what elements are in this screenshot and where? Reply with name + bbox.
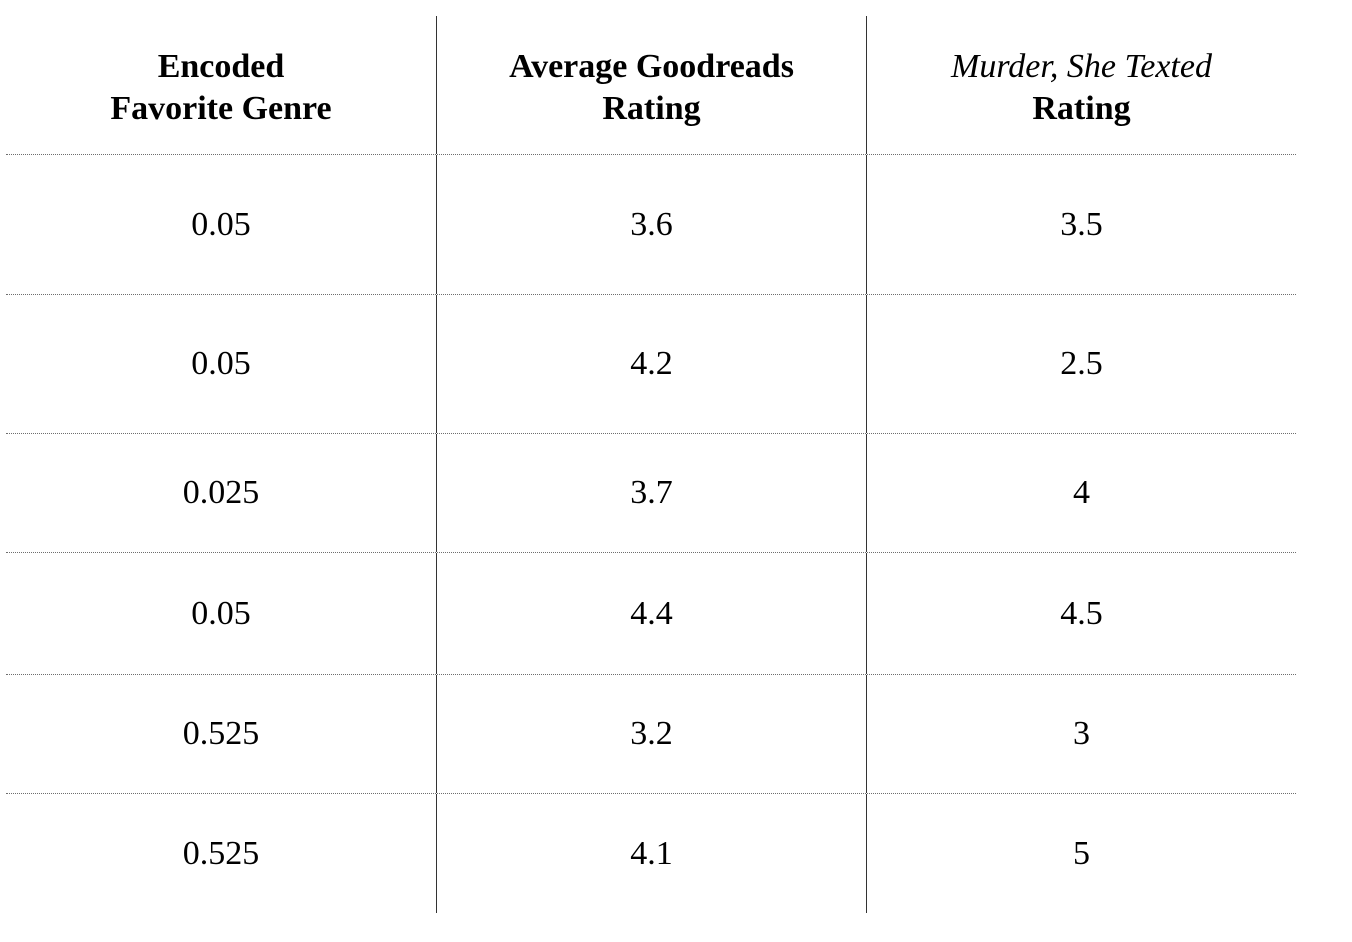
header-line-book-title: Murder, She Texted	[951, 48, 1212, 85]
table-cell: 3.7	[436, 434, 866, 552]
header-line: Rating	[1032, 90, 1131, 127]
table-row: 0.05 4.4 4.5	[6, 552, 1296, 674]
table-cell: 3.6	[436, 155, 866, 294]
table-row: 0.525 4.1 5	[6, 793, 1296, 913]
table-cell: 3.5	[866, 155, 1296, 294]
table-cell: 4.5	[866, 553, 1296, 674]
table-row: 0.05 3.6 3.5	[6, 154, 1296, 294]
header-line: Rating	[602, 90, 701, 127]
table-row: 0.525 3.2 3	[6, 674, 1296, 793]
table-cell: 0.525	[182, 834, 260, 872]
table-row: 0.025 3.7 4	[6, 433, 1296, 552]
table-cell: 4	[866, 434, 1296, 552]
table-cell: 4.1	[436, 794, 866, 913]
table-cell: 3.2	[436, 675, 866, 793]
table-cell: 4.4	[436, 553, 866, 674]
table-cell: 0.05	[191, 594, 251, 632]
table-cell: 3	[866, 675, 1296, 793]
data-table: Encoded Favorite Genre Average Goodreads…	[6, 16, 1296, 913]
table-row: 0.05 4.2 2.5	[6, 294, 1296, 433]
table-cell: 0.05	[191, 345, 251, 382]
table-cell: 0.025	[182, 474, 260, 511]
header-encoded-favorite-genre: Encoded Favorite Genre	[6, 16, 436, 154]
header-murder-she-texted-rating: Murder, She Texted Rating	[866, 16, 1296, 154]
table-cell: 2.5	[866, 295, 1296, 433]
header-row: Encoded Favorite Genre Average Goodreads…	[6, 16, 1296, 154]
header-line: Encoded	[157, 48, 285, 85]
table-cell: 4.2	[436, 295, 866, 433]
header-average-goodreads-rating: Average Goodreads Rating	[436, 16, 866, 154]
table-cell: 5	[866, 794, 1296, 913]
header-line: Favorite Genre	[110, 90, 332, 127]
header-line: Average Goodreads	[509, 48, 794, 85]
table-cell: 0.05	[191, 205, 251, 243]
table-cell: 0.525	[182, 715, 260, 752]
